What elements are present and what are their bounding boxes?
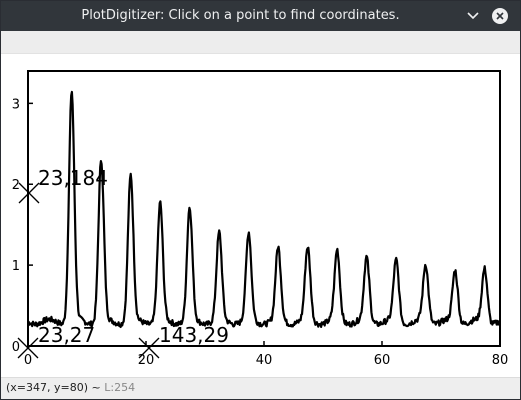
- chevron-down-icon: [467, 12, 479, 20]
- y-tick-label: 2: [12, 178, 20, 193]
- marker-1-label: 23,184: [38, 166, 108, 190]
- status-bar: (x=347, y=80) ~ L:254: [1, 377, 520, 399]
- marker-2[interactable]: 23,27: [17, 323, 95, 359]
- y-tick-label: 3: [12, 97, 20, 112]
- plot-canvas[interactable]: 0 1 2 3 0 20 40 60 80 23,184 23,27 143,29: [1, 54, 520, 377]
- status-separator: ~: [91, 381, 101, 394]
- title-bar[interactable]: PlotDigitizer: Click on a point to find …: [1, 1, 520, 31]
- marker-3-label: 143,29: [159, 323, 229, 347]
- plot-image[interactable]: 0 1 2 3 0 20 40 60 80 23,184 23,27 143,29: [1, 54, 520, 377]
- close-icon: [492, 8, 508, 24]
- minimize-button[interactable]: [464, 7, 482, 25]
- marker-2-label: 23,27: [38, 323, 95, 347]
- x-tick-label: 0: [24, 353, 32, 368]
- signal-line: [27, 90, 501, 328]
- close-button[interactable]: [491, 7, 509, 25]
- x-tick-label: 60: [374, 353, 391, 368]
- x-tick-label: 40: [256, 353, 273, 368]
- y-tick-label: 0: [12, 340, 20, 355]
- x-tick-label: 20: [138, 353, 155, 368]
- x-tick-label: 80: [492, 353, 509, 368]
- toolbar-strip: [1, 31, 520, 54]
- y-tick-label: 1: [12, 259, 20, 274]
- status-coordinates: (x=347, y=80): [6, 381, 89, 394]
- window-title: PlotDigitizer: Click on a point to find …: [81, 8, 400, 23]
- marker-3[interactable]: 143,29: [138, 323, 229, 359]
- status-level: L:254: [104, 381, 136, 394]
- y-axis-ticks: 0 1 2 3: [12, 97, 33, 355]
- marker-1[interactable]: 23,184: [18, 166, 108, 204]
- x-axis-ticks: 0 20 40 60 80: [24, 341, 508, 368]
